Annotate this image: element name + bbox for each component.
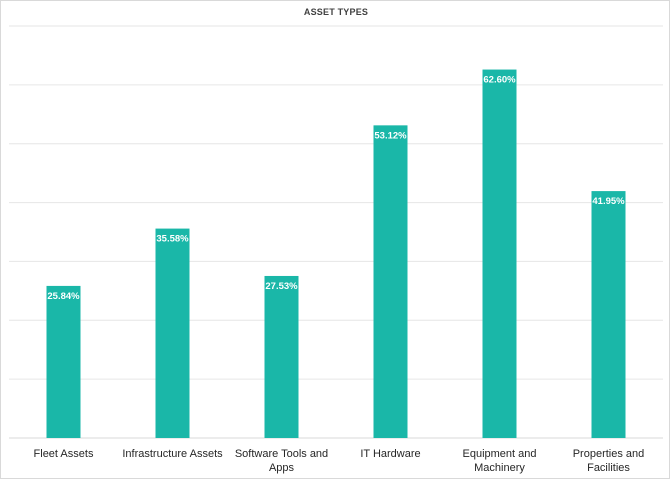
bar bbox=[373, 125, 408, 438]
bar bbox=[155, 228, 190, 438]
category-tick-label: Infrastructure Assets bbox=[122, 448, 223, 460]
bar bbox=[264, 275, 299, 438]
category-tick-label: Fleet Assets bbox=[33, 448, 94, 460]
data-label: 27.53% bbox=[265, 281, 298, 292]
data-label: 41.95% bbox=[592, 196, 625, 207]
chart-title: ASSET TYPES bbox=[303, 7, 369, 17]
category-tick-label: Equipment and Machinery bbox=[462, 448, 537, 474]
data-label: 35.58% bbox=[156, 234, 189, 245]
data-label: 25.84% bbox=[47, 291, 80, 302]
data-label: 53.12% bbox=[374, 130, 407, 141]
category-tick-label: Software Tools and Apps bbox=[234, 448, 329, 474]
bar bbox=[482, 69, 517, 438]
category-tick-label: Properties and Facilities bbox=[572, 448, 645, 474]
data-label: 62.60% bbox=[483, 75, 516, 86]
category-tick-label: IT Hardware bbox=[360, 448, 421, 460]
bar bbox=[46, 285, 81, 438]
bar bbox=[591, 191, 626, 438]
